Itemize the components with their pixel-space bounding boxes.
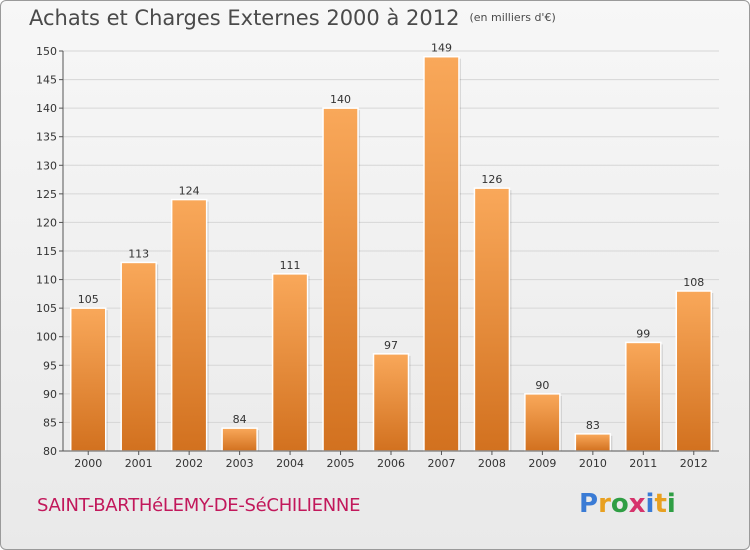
- proxiti-logo[interactable]: Proxiti: [579, 489, 676, 519]
- bar-2002[interactable]: [170, 198, 208, 452]
- bar-2003[interactable]: [221, 427, 258, 452]
- bar-layer: 105 113 124 84 111 140 97 149 126 90 83 99 108: [69, 42, 714, 452]
- x-tick-label-2009: 2009: [528, 457, 556, 470]
- x-tick-label-2012: 2012: [680, 457, 708, 470]
- x-tick-label-2006: 2006: [377, 457, 405, 470]
- bar-2000[interactable]: [69, 307, 107, 452]
- x-tick-label-2007: 2007: [427, 457, 455, 470]
- commune-name: SAINT-BARTHéLEMY-DE-SéCHILIENNE: [37, 495, 361, 516]
- bar-2012[interactable]: [675, 290, 713, 452]
- y-tick-label: 145: [36, 74, 57, 87]
- value-label-2012: 108: [683, 276, 704, 289]
- logo-letter-5: t: [654, 489, 667, 519]
- bar-2004[interactable]: [271, 273, 309, 452]
- y-tick-label: 120: [36, 216, 57, 229]
- value-label-2008: 126: [481, 173, 502, 186]
- value-label-2004: 111: [280, 259, 301, 272]
- value-label-2006: 97: [384, 339, 398, 352]
- logo-letter-1: r: [598, 489, 611, 519]
- logo-letter-0: P: [579, 489, 599, 519]
- value-label-2010: 83: [586, 419, 600, 432]
- value-label-2001: 113: [128, 247, 149, 260]
- y-tick-label: 150: [36, 45, 57, 58]
- value-label-2005: 140: [330, 93, 351, 106]
- value-label-2002: 124: [179, 185, 200, 198]
- y-tick-label: 100: [36, 331, 57, 344]
- y-tick-label: 135: [36, 131, 57, 144]
- x-tick-label-2003: 2003: [226, 457, 254, 470]
- x-tick-label-2008: 2008: [478, 457, 506, 470]
- bar-2007[interactable]: [423, 55, 460, 452]
- bar-2009[interactable]: [524, 393, 561, 452]
- value-label-2003: 84: [233, 413, 247, 426]
- chart-title-text: Achats et Charges Externes 2000 à 2012: [29, 6, 460, 30]
- x-tick-label-2011: 2011: [629, 457, 657, 470]
- chart-subtitle: (en milliers d'€): [469, 11, 556, 24]
- x-tick-label-2000: 2000: [74, 457, 102, 470]
- bar-2005[interactable]: [322, 107, 359, 452]
- y-tick-label: 90: [43, 388, 57, 401]
- bar-2001[interactable]: [120, 261, 157, 452]
- value-label-2000: 105: [78, 293, 99, 306]
- y-tick-label: 80: [43, 445, 57, 458]
- value-label-2007: 149: [431, 42, 452, 55]
- x-tick-label-2010: 2010: [579, 457, 607, 470]
- y-tick-label: 125: [36, 188, 57, 201]
- x-tick-label-2001: 2001: [125, 457, 153, 470]
- y-tick-label: 105: [36, 302, 57, 315]
- bar-2008[interactable]: [473, 187, 511, 452]
- y-tick-label: 130: [36, 159, 57, 172]
- axis-layer: 80 85 90 95 100 105 110 115 120 125 130 135 140 145 15…: [36, 45, 719, 470]
- logo-letter-6: i: [666, 489, 676, 519]
- value-label-2011: 99: [636, 327, 650, 340]
- logo-letter-2: o: [610, 489, 629, 519]
- bar-2011[interactable]: [625, 341, 662, 452]
- bar-2006[interactable]: [372, 353, 410, 452]
- y-tick-label: 140: [36, 102, 57, 115]
- y-tick-label: 85: [43, 416, 57, 429]
- logo-letter-3: x: [628, 489, 646, 519]
- chart-title: Achats et Charges Externes 2000 à 2012 (e…: [29, 6, 556, 30]
- y-tick-label: 95: [43, 359, 57, 372]
- y-tick-label: 110: [36, 274, 57, 287]
- y-tick-label: 115: [36, 245, 57, 258]
- bar-2010[interactable]: [574, 433, 612, 452]
- x-tick-label-2005: 2005: [327, 457, 355, 470]
- x-tick-label-2004: 2004: [276, 457, 304, 470]
- value-label-2009: 90: [535, 379, 549, 392]
- logo-letter-4: i: [645, 489, 655, 519]
- x-tick-label-2002: 2002: [175, 457, 203, 470]
